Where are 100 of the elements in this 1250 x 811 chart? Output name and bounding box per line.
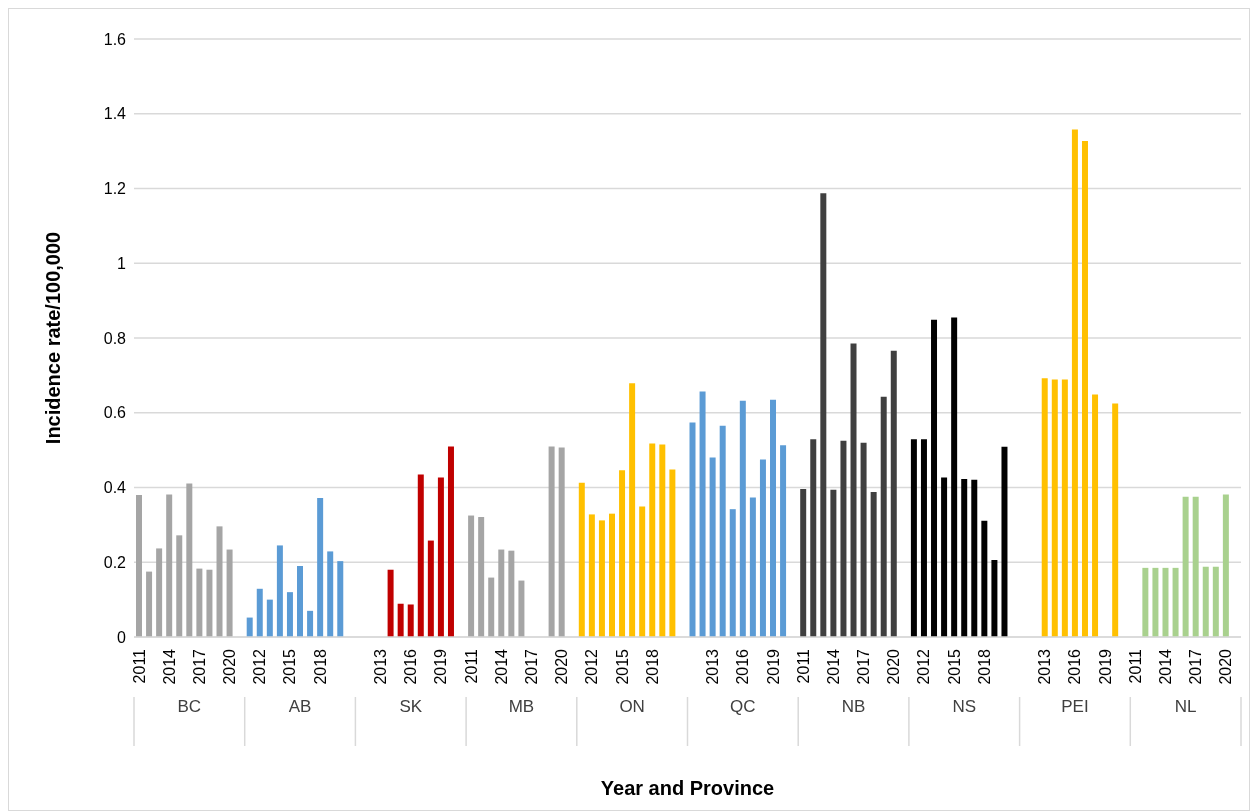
x-tick-label: 2011 — [794, 648, 812, 684]
text: AB — [288, 696, 312, 716]
x-tick-label: 2011 — [130, 648, 148, 684]
bar — [770, 399, 777, 637]
bar — [1081, 141, 1088, 637]
bar — [840, 440, 847, 637]
bar — [407, 604, 414, 637]
bar — [810, 439, 817, 637]
text: ON — [619, 696, 645, 716]
bar — [387, 569, 394, 637]
bar — [478, 517, 485, 637]
bar — [991, 560, 998, 637]
bar — [920, 439, 927, 637]
bar — [951, 317, 958, 637]
bar — [1172, 567, 1179, 637]
bar — [136, 494, 142, 637]
bar — [800, 489, 807, 637]
bar — [971, 479, 978, 637]
x-tick-label: 2013 — [1036, 648, 1054, 685]
bar — [417, 474, 424, 637]
text: SK — [399, 696, 423, 716]
bar — [1202, 566, 1209, 637]
bar — [337, 561, 344, 637]
bar — [649, 443, 656, 637]
x-tick-label: 2018 — [643, 648, 661, 685]
bar — [186, 483, 193, 637]
y-tick-label: 1.6 — [103, 30, 127, 48]
bar — [297, 565, 304, 637]
bar — [397, 603, 404, 637]
bar — [629, 383, 636, 637]
x-tick-label: 2011 — [1126, 648, 1144, 684]
text: NL — [1174, 696, 1197, 716]
x-tick-label: 2012 — [915, 648, 933, 685]
bar — [1092, 394, 1099, 637]
bar — [1142, 567, 1149, 637]
x-tick-label: 2017 — [1187, 648, 1205, 685]
x-tick-label: 2017 — [523, 648, 541, 685]
x-tick-label: 2020 — [221, 648, 239, 685]
text: MB — [508, 696, 535, 716]
x-tick-label: 2019 — [1096, 648, 1114, 685]
bar — [327, 551, 334, 637]
bar — [1152, 567, 1159, 637]
x-tick-label: 2018 — [311, 648, 329, 685]
bar — [910, 439, 917, 637]
text: NB — [841, 696, 866, 716]
bar — [558, 447, 565, 637]
bar — [307, 610, 314, 637]
bar — [548, 446, 555, 637]
bar — [216, 526, 223, 637]
bar — [437, 477, 444, 637]
bar — [578, 482, 585, 637]
x-tick-label: 2014 — [824, 648, 842, 685]
x-tick-label: 2019 — [764, 648, 782, 685]
bar — [749, 497, 756, 637]
bar — [870, 491, 877, 637]
bar — [447, 446, 454, 637]
bar — [1051, 379, 1058, 637]
bar — [1222, 494, 1229, 637]
bar — [850, 343, 857, 637]
y-tick-label: 0 — [117, 628, 127, 646]
bar — [689, 422, 696, 637]
bar — [608, 513, 615, 637]
text: QC — [730, 696, 756, 716]
x-tick-label: 2014 — [1157, 648, 1175, 685]
bar — [518, 580, 525, 637]
bar — [427, 540, 434, 637]
x-tick-label: 2011 — [462, 648, 480, 684]
x-tick-label: 2018 — [975, 648, 993, 685]
bar — [780, 445, 787, 637]
bar — [176, 535, 183, 637]
bar — [196, 568, 203, 637]
bar — [931, 319, 938, 637]
x-tick-label: 2020 — [885, 648, 903, 685]
bar — [729, 509, 736, 637]
bar — [739, 400, 746, 637]
y-tick-label: 0.8 — [103, 329, 127, 347]
bar — [166, 494, 173, 637]
x-tick-label: 2012 — [251, 648, 269, 685]
bar — [1071, 129, 1078, 637]
bar — [820, 193, 827, 637]
bar — [961, 478, 968, 637]
x-tick-label: 2015 — [281, 648, 299, 685]
bar — [146, 571, 153, 637]
bar — [266, 599, 273, 637]
x-axis-title: Year and Province — [600, 777, 775, 799]
y-tick-label: 1.4 — [103, 105, 127, 123]
x-tick-label: 2017 — [190, 648, 208, 685]
bar — [468, 515, 475, 637]
y-tick-label: 1 — [117, 254, 127, 272]
bar — [226, 549, 233, 637]
x-tick-label: 2016 — [402, 648, 420, 685]
x-tick-label: 2019 — [432, 648, 450, 685]
bar — [1001, 446, 1008, 637]
bar — [206, 569, 213, 637]
bar — [699, 391, 706, 637]
bar — [598, 520, 605, 637]
bar — [1061, 379, 1068, 637]
bar — [639, 506, 646, 637]
bar — [588, 514, 595, 637]
x-tick-label: 2016 — [1066, 648, 1084, 685]
